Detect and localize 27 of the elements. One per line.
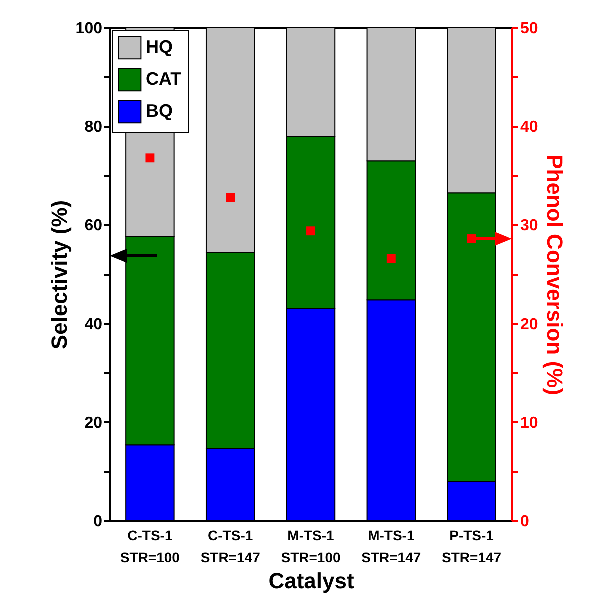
y-tick-label: 60	[84, 218, 103, 235]
y2-tick-label: 0	[520, 514, 530, 530]
y2-tick-label: 20	[520, 316, 538, 334]
y-tick-label: 20	[84, 414, 103, 432]
point	[146, 154, 155, 163]
x-axis-title: Catalyst	[268, 568, 355, 594]
point	[386, 254, 396, 264]
x-tick-label: C-TS-1 STR=147	[200, 528, 261, 566]
y-tick-label: 100	[76, 20, 103, 38]
x-tick-label: M-TS-1 STR=100	[281, 528, 341, 566]
y2-tick-label: 10	[520, 414, 538, 432]
y-tick-label: 40	[84, 316, 103, 334]
x-tick-label: M-TS-1 STR=147	[362, 528, 422, 566]
y-tick-label: 0	[94, 514, 103, 530]
point	[226, 193, 236, 202]
y2-tick-label: 40	[520, 119, 538, 136]
point	[306, 226, 316, 236]
x-tick-label: C-TS-1 STR=100	[120, 528, 180, 566]
y-tick-label: 80	[84, 119, 103, 136]
y2-axis-title: Phenol Conversion (%)	[542, 154, 568, 396]
legend-label: BQ	[146, 101, 173, 121]
y-axis-title: Selectivity (%)	[46, 200, 72, 350]
legend-label: CAT	[146, 69, 182, 89]
y2-tick-label: 50	[520, 20, 538, 38]
y2-tick-label: 30	[520, 218, 538, 235]
legend-label: HQ	[146, 37, 173, 57]
x-tick-label: P-TS-1 STR=147	[442, 528, 502, 566]
